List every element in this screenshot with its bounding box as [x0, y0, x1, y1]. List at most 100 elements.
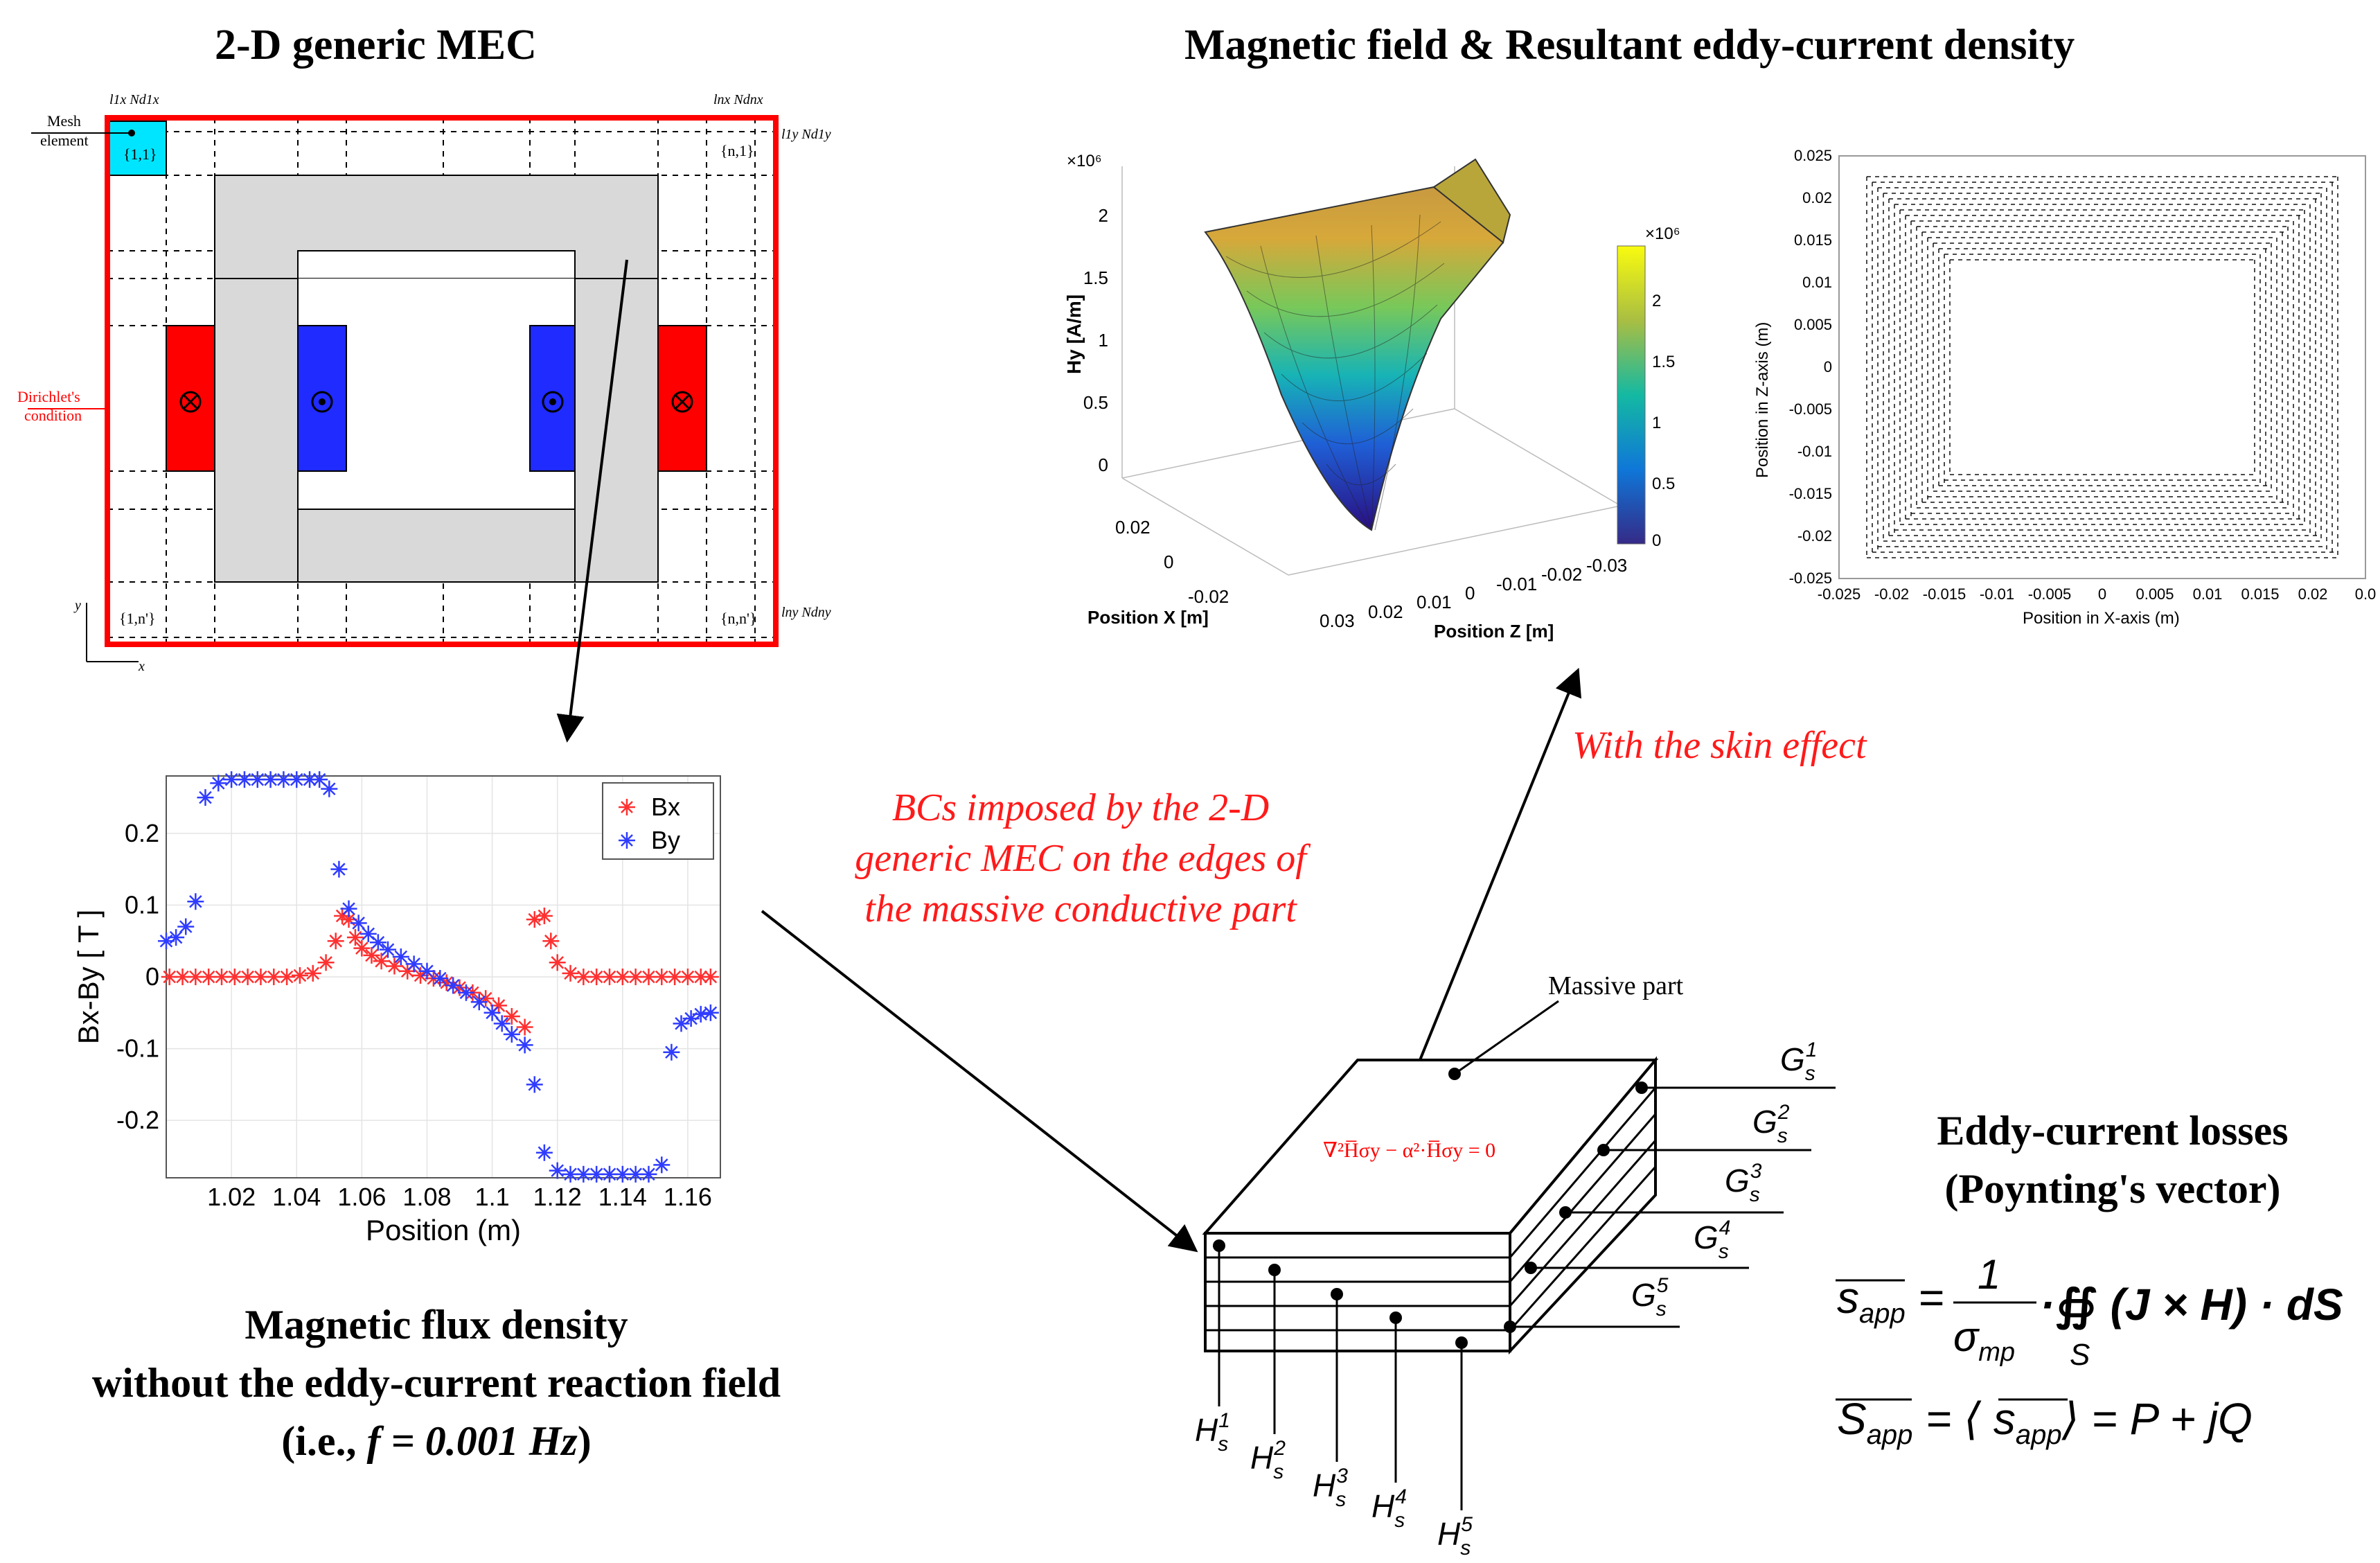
h-label: Hs2	[1250, 1437, 1286, 1483]
dirichlet-label-1: Dirichlet's	[17, 388, 80, 405]
h-label: Hs1	[1195, 1409, 1230, 1456]
eq1-rhs: ·∯ (J × H) · dS	[2040, 1280, 2343, 1330]
data-point-bx	[438, 974, 455, 991]
data-point-bx	[353, 939, 371, 957]
data-point-by	[470, 994, 488, 1011]
data-point-by	[640, 1165, 657, 1183]
data-point-bx	[363, 946, 380, 964]
svg-text:=: =	[1919, 1273, 1944, 1323]
field-surface-plot: ×10⁶ 2 1.5 1 0.5 0 Hy [A/m] 0.02 0 -0.02…	[1063, 152, 1680, 642]
y-axis-label: Bx-By [ T ]	[72, 910, 105, 1045]
mec-title: 2-D generic MEC	[215, 21, 537, 69]
x-tick-label: 1.08	[402, 1183, 451, 1211]
surface-zpos-tick: 0.03	[1320, 610, 1355, 631]
g-label: Gs3	[1725, 1160, 1762, 1206]
surface-z-tick: 1	[1099, 330, 1108, 351]
flux-caption-line-3: (i.e., f = 0.001 Hz)	[281, 1418, 592, 1464]
dirichlet-boundary	[105, 115, 779, 647]
g-label: Gs4	[1694, 1217, 1730, 1263]
data-point-by	[392, 948, 409, 965]
eq2-lhs: Sapp	[1837, 1394, 1912, 1450]
quiver-y-tick: 0	[1824, 358, 1832, 376]
data-point-by	[653, 1156, 671, 1174]
label-l1y: l1y Nd1y	[781, 127, 831, 142]
quiver-y-tick: 0.01	[1802, 274, 1832, 291]
data-point-bx	[278, 969, 296, 985]
surface-zpos-label: Position Z [m]	[1434, 621, 1554, 642]
colorbar-tick: 0	[1652, 531, 1661, 550]
data-point-bx	[386, 957, 403, 975]
mec-diagram: Mesh element Dirichlet's condition {1,1}…	[17, 92, 831, 674]
x-tick-label: 1.04	[272, 1183, 321, 1211]
x-tick-label: 1.12	[533, 1183, 582, 1211]
colorbar-tick: 0.5	[1652, 475, 1675, 493]
quiver-x-tick: -0.025	[1818, 585, 1861, 603]
flux-density-plot: 1.02 1.04 1.06 1.08 1.1 1.12 1.14 1.16 0.2 0.1 0 -0…	[72, 771, 721, 1246]
label-lny: lny Ndny	[781, 605, 831, 620]
cell-1-1: {1,1}	[123, 145, 157, 163]
y-tick-label: -0.1	[116, 1034, 159, 1063]
data-point-bx	[679, 969, 696, 985]
quiver-x-tick: -0.005	[2028, 585, 2071, 603]
data-point-by	[702, 1004, 719, 1021]
surface-zpos-tick: 0.02	[1368, 601, 1403, 622]
surface-z-tick: 1.5	[1083, 267, 1108, 288]
x-tick-label: 1.1	[475, 1183, 510, 1211]
h-label: Hs4	[1371, 1485, 1407, 1532]
quiver-x-tick: 0.02	[2298, 585, 2328, 603]
data-point-by	[369, 934, 387, 951]
hy-surface	[1204, 186, 1504, 531]
surface-z-tick: 2	[1099, 205, 1108, 226]
data-point-by	[187, 893, 204, 910]
data-point-by	[588, 1165, 605, 1183]
data-point-by	[526, 1076, 543, 1093]
data-point-by	[483, 1004, 501, 1021]
legend-label: Bx	[651, 793, 680, 821]
eq1-lhs: sapp	[1837, 1273, 1906, 1329]
quiver-y-tick: -0.025	[1789, 569, 1832, 587]
data-point-bx	[503, 1007, 520, 1025]
surface-x-label: Position X [m]	[1087, 607, 1209, 628]
quiver-y-tick: 0.025	[1794, 147, 1832, 164]
label-l1x: l1x Nd1x	[109, 92, 159, 107]
data-point-by	[330, 860, 348, 878]
data-point-by	[340, 900, 357, 917]
bc-text-line-3: the massive conductive part	[864, 887, 1297, 930]
surface-zpos-tick: 0	[1465, 583, 1475, 603]
quiver-x-label: Position in X-axis (m)	[2023, 609, 2180, 628]
data-point-bx	[601, 969, 618, 985]
label-lnx: lnx Ndnx	[713, 92, 763, 107]
data-point-by	[663, 1043, 680, 1061]
eq1-numerator: 1	[1978, 1251, 2000, 1298]
x-tick-label: 1.14	[598, 1183, 647, 1211]
cell-1-n: {1,n'}	[119, 610, 156, 627]
quiver-x-tick: -0.02	[1874, 585, 1909, 603]
surface-z-tick: 0.5	[1083, 392, 1108, 413]
legend-marker-by	[619, 832, 635, 849]
data-point-bx	[535, 907, 553, 924]
data-point-bx	[516, 1018, 533, 1036]
axis-y-label: y	[73, 598, 81, 613]
g-label: Gs1	[1780, 1039, 1817, 1085]
quiver-x-tick: 0	[2098, 585, 2106, 603]
data-point-by	[380, 941, 396, 958]
arrows-massive	[761, 667, 1582, 1253]
quiver-x-tick: 0.01	[2193, 585, 2223, 603]
x-tick-label: 1.16	[664, 1183, 712, 1211]
data-point-by	[516, 1036, 533, 1054]
data-point-bx	[346, 929, 364, 946]
quiver-y-tick: -0.005	[1789, 400, 1832, 418]
losses-title-line-1: Eddy-current losses	[1937, 1108, 2289, 1154]
data-point-by	[168, 929, 185, 946]
colorbar-tick: 1.5	[1652, 353, 1675, 371]
data-point-by	[549, 1162, 566, 1179]
surface-z-tick: 0	[1099, 454, 1108, 475]
data-point-by	[614, 1165, 631, 1183]
data-point-by	[432, 970, 449, 987]
data-point-bx	[549, 954, 566, 971]
coil-right-red	[657, 325, 707, 472]
surface-zpos-tick: -0.01	[1496, 574, 1537, 594]
data-point-by	[692, 1005, 709, 1023]
data-point-bx	[187, 969, 204, 985]
colorbar-tick: 1	[1652, 414, 1661, 432]
